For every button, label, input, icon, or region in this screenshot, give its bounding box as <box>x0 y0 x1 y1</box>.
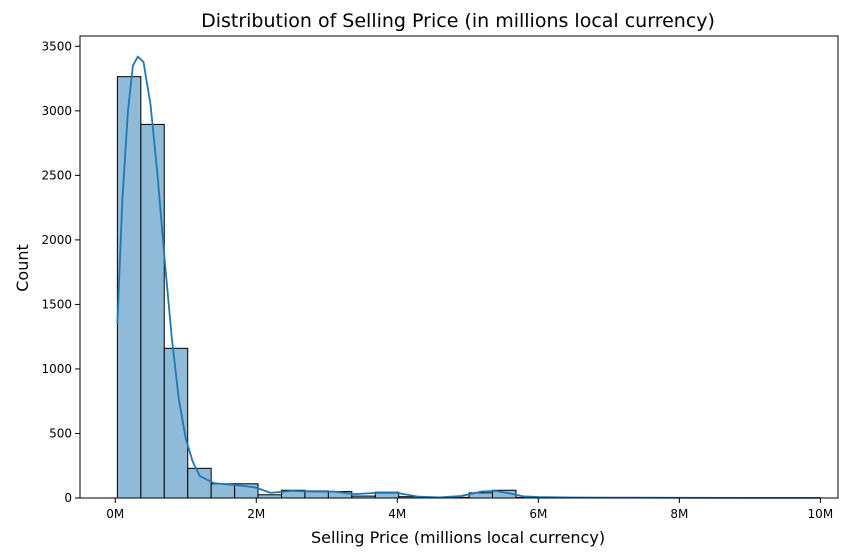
x-axis-label: Selling Price (millions local currency) <box>311 528 605 547</box>
y-tick-label: 3500 <box>41 39 72 53</box>
x-axis-ticks: 0M 2M 4M 6M 8M 10M <box>106 498 833 521</box>
histogram-bar <box>116 76 142 499</box>
y-tick-label: 1500 <box>41 297 72 311</box>
histogram-bar <box>140 123 165 499</box>
chart-title: Distribution of Selling Price (in millio… <box>201 10 715 32</box>
histogram-bar <box>187 467 212 499</box>
y-tick-label: 0 <box>64 491 72 505</box>
y-axis-ticks: 0 500 1000 1500 2000 2500 3000 3500 <box>41 39 80 505</box>
x-tick-label: 2M <box>247 507 265 521</box>
x-tick-label: 0M <box>106 507 124 521</box>
y-axis-label: Count <box>13 244 32 292</box>
y-tick-label: 1000 <box>41 362 72 376</box>
y-tick-label: 500 <box>49 426 72 440</box>
x-tick-label: 6M <box>529 507 547 521</box>
y-tick-label: 2000 <box>41 233 72 247</box>
x-tick-label: 8M <box>670 507 688 521</box>
histogram-bars <box>116 76 822 499</box>
kde-curve <box>116 55 821 499</box>
plot-frame <box>79 35 839 499</box>
x-tick-label: 4M <box>388 507 406 521</box>
y-tick-label: 3000 <box>41 104 72 118</box>
y-tick-label: 2500 <box>41 168 72 182</box>
x-tick-label: 10M <box>808 507 834 521</box>
histogram-bar <box>210 483 236 499</box>
